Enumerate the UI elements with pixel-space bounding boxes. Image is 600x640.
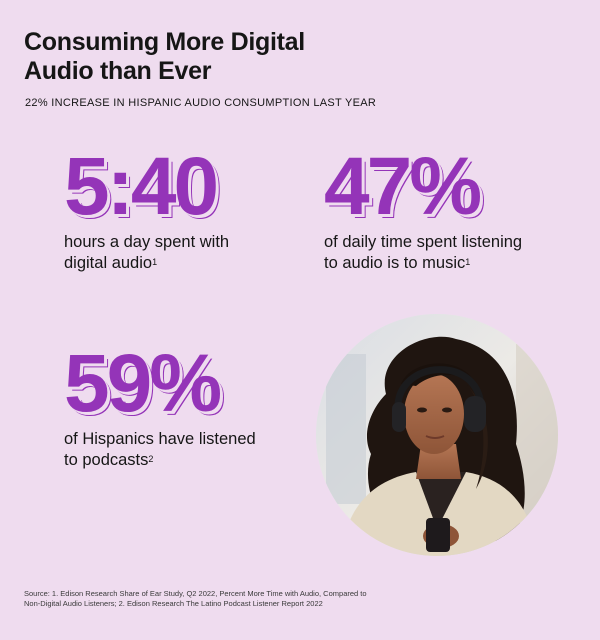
page-subtitle: 22% INCREASE IN HISPANIC AUDIO CONSUMPTI… <box>25 97 377 109</box>
stat-value: 5:40 <box>64 141 219 232</box>
source-line-1: Source: 1. Edison Research Share of Ear … <box>24 589 367 598</box>
source-line-2: Non-Digital Audio Listeners; 2. Edison R… <box>24 599 323 608</box>
stat-description-line-1: of Hispanics have listened <box>64 430 256 448</box>
title-line-2: Audio than Ever <box>24 57 212 85</box>
stat-description: of Hispanics have listened to podcasts2 <box>64 429 256 471</box>
stat-description: of daily time spent listening to audio i… <box>324 232 522 274</box>
stat-description: hours a day spent with digital audio1 <box>64 232 229 274</box>
source-footnote: Source: 1. Edison Research Share of Ear … <box>24 589 404 609</box>
stat-music-share: 47% of daily time spent listening to aud… <box>324 141 522 274</box>
stat-hours-per-day: 5:40 hours a day spent with digital audi… <box>64 141 229 274</box>
stat-description-line-2: to podcasts <box>64 451 149 469</box>
stat-description-line-1: of daily time spent listening <box>324 233 523 251</box>
footnote-marker: 1 <box>465 257 471 267</box>
stat-description-line-1: hours a day spent with <box>64 233 230 251</box>
footnote-marker: 2 <box>148 454 154 464</box>
stat-podcast-listeners: 59% of Hispanics have listened to podcas… <box>64 338 256 471</box>
footnote-marker: 1 <box>152 257 158 267</box>
stat-value: 59% <box>64 338 222 429</box>
woman-with-headphones-photo <box>316 314 558 556</box>
title-line-1: Consuming More Digital <box>24 28 305 56</box>
page-title: Consuming More Digital Audio than Ever <box>24 28 384 86</box>
stat-value: 47% <box>324 141 482 232</box>
stat-description-line-2: to audio is to music <box>324 254 466 272</box>
stat-description-line-2: digital audio <box>64 254 153 272</box>
